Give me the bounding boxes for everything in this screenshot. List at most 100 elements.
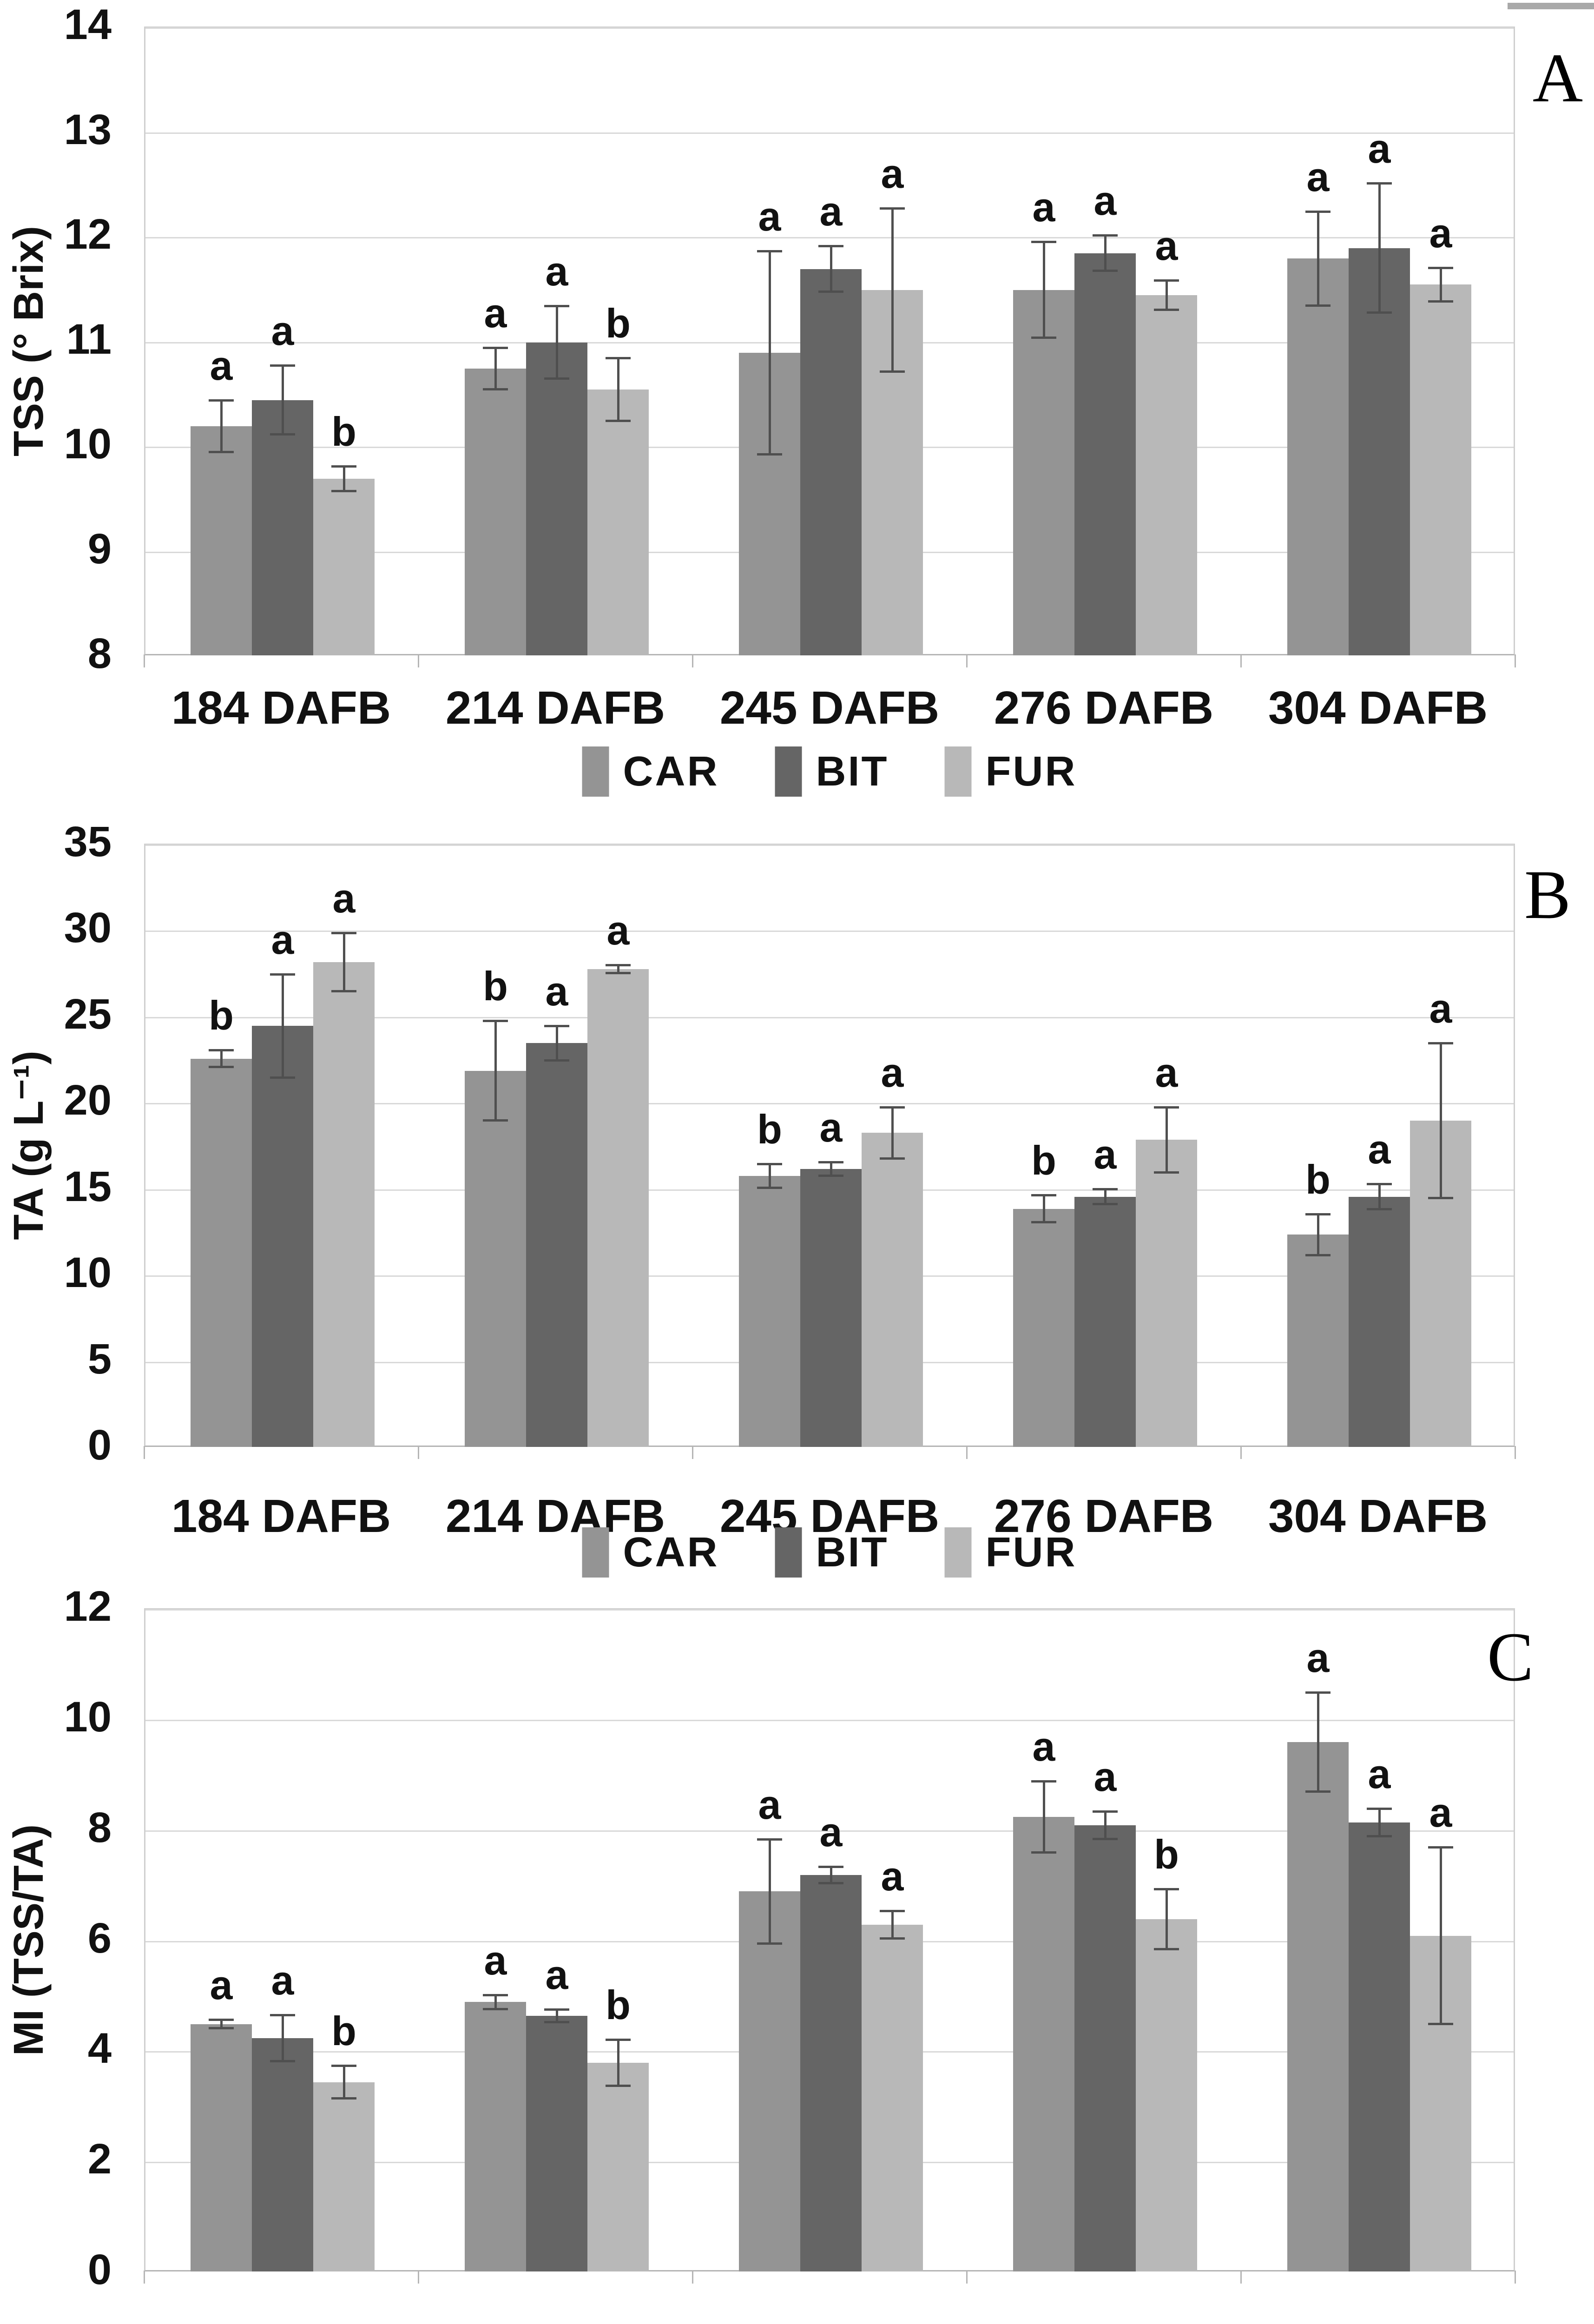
significance-letter: a	[1306, 153, 1330, 200]
significance-letter: a	[484, 1937, 507, 1983]
error-bar-cap-top	[209, 399, 234, 402]
significance-letter: a	[1032, 1723, 1055, 1769]
x-axis-boundary-tick	[1240, 2271, 1242, 2284]
x-axis-category-label: 276 DAFB	[994, 1490, 1214, 1542]
legend-swatch-fur	[944, 1527, 972, 1578]
bar-car-1	[191, 426, 252, 655]
bar-bit-1	[252, 1026, 313, 1447]
bar-bit-5	[1349, 1196, 1410, 1447]
error-bar-cap-top	[880, 1910, 905, 1913]
x-axis-boundary-tick	[966, 2271, 968, 2284]
significance-letter: b	[1031, 1137, 1056, 1183]
x-axis-category-label: 245 DAFB	[692, 2323, 967, 2324]
x-axis-boundary-tick	[1240, 1446, 1242, 1459]
error-bar-line	[494, 1021, 497, 1121]
gridline	[145, 931, 1514, 932]
y-axis-tick-label: 10	[64, 1249, 112, 1297]
gridline	[145, 1830, 1514, 1832]
x-axis-category-label: 245 DAFB	[719, 1490, 940, 1542]
significance-letter: a	[1368, 125, 1391, 172]
bar-car-4	[1013, 1208, 1074, 1447]
error-bar-cap-top	[1305, 1213, 1331, 1215]
error-bar-cap-top	[1154, 1106, 1179, 1109]
error-bar-cap-top	[606, 2039, 631, 2041]
error-bar-line	[1165, 280, 1168, 310]
error-bar-line	[617, 964, 619, 974]
error-bar-line	[220, 400, 223, 453]
significance-letter: a	[1155, 1049, 1178, 1096]
x-axis-boundary-tick	[1515, 2271, 1516, 2284]
gridline	[145, 237, 1514, 238]
error-bar-line	[830, 1866, 832, 1883]
error-bar-line	[617, 2040, 619, 2086]
error-bar-cap-bottom	[818, 1175, 843, 1177]
significance-letter: b	[1154, 1831, 1179, 1877]
gridline	[145, 1719, 1514, 1721]
significance-letter: a	[819, 1104, 843, 1151]
significance-letter: a	[881, 1853, 904, 1900]
significance-letter: a	[332, 875, 356, 922]
error-bar-line	[1378, 183, 1381, 313]
significance-letter: a	[545, 1951, 568, 1998]
error-bar-cap-top	[483, 1994, 508, 1996]
legend-item-bit: BIT	[775, 746, 889, 797]
error-bar-line	[768, 1164, 771, 1188]
bar-fur-2	[587, 389, 649, 655]
significance-letter: a	[271, 1957, 294, 2003]
error-bar-cap-top	[1428, 267, 1453, 270]
x-axis-boundary-tick	[144, 654, 145, 667]
error-bar-cap-bottom	[1367, 1835, 1392, 1837]
significance-letter: b	[331, 2008, 356, 2054]
x-axis-category-label: 304 DAFB	[1268, 1490, 1488, 1542]
error-bar-cap-top	[209, 2019, 234, 2021]
error-bar-cap-top	[1093, 1188, 1118, 1190]
error-bar-cap-bottom	[1093, 270, 1118, 272]
error-bar-cap-bottom	[757, 453, 782, 456]
error-bar-line	[1042, 1195, 1045, 1223]
bar-car-2	[465, 368, 526, 655]
error-bar-cap-top	[606, 964, 631, 966]
legend-label-car: CAR	[623, 748, 719, 795]
y-axis-tick-label: 12	[64, 1583, 112, 1630]
x-axis-category-label: 304 DAFB	[1268, 682, 1488, 734]
error-bar-cap-bottom	[757, 1187, 782, 1189]
top-right-crop-artifact	[1508, 3, 1594, 9]
y-axis-tick-label: 10	[64, 1693, 112, 1741]
error-bar-cap-top	[1367, 1182, 1392, 1185]
legend: CAR BIT FUR	[582, 1527, 1077, 1578]
error-bar-cap-top	[1093, 1810, 1118, 1813]
error-bar-line	[1317, 211, 1319, 306]
error-bar-cap-bottom	[209, 2027, 234, 2030]
error-bar-line	[1042, 242, 1045, 338]
significance-letter: a	[484, 290, 507, 336]
x-axis-boundary-tick	[966, 654, 968, 667]
error-bar-line	[1439, 268, 1442, 302]
error-bar-line	[1165, 1107, 1168, 1173]
x-axis-boundary-tick	[692, 2271, 693, 2284]
y-axis-tick-label: 14	[64, 1, 112, 48]
bar-bit-4	[1074, 1196, 1136, 1447]
error-bar-line	[220, 1050, 223, 1068]
significance-letter: a	[881, 1049, 904, 1096]
x-axis-boundary-tick	[692, 654, 693, 667]
x-axis-boundary-tick	[418, 1446, 419, 1459]
error-bar-line	[343, 2066, 345, 2099]
error-bar-cap-bottom	[1305, 1254, 1331, 1256]
error-bar-line	[220, 2020, 223, 2029]
x-axis-boundary-tick	[692, 1446, 693, 1459]
error-bar-line	[555, 305, 558, 379]
legend: CAR BIT FUR	[582, 746, 1077, 797]
legend-swatch-fur	[944, 746, 972, 797]
significance-letter: a	[1368, 1751, 1391, 1797]
error-bar-line	[1104, 1188, 1107, 1205]
significance-letter: b	[606, 300, 631, 347]
x-axis-category-label: 184 DAFB	[171, 682, 391, 734]
significance-letter: a	[1093, 1131, 1117, 1177]
y-axis-tick-label: 9	[87, 525, 112, 573]
error-bar-cap-top	[1031, 1194, 1056, 1196]
error-bar-line	[281, 365, 284, 435]
error-bar-line	[494, 1994, 497, 2009]
error-bar-cap-top	[1428, 1042, 1453, 1045]
significance-letter: a	[1429, 985, 1452, 1032]
